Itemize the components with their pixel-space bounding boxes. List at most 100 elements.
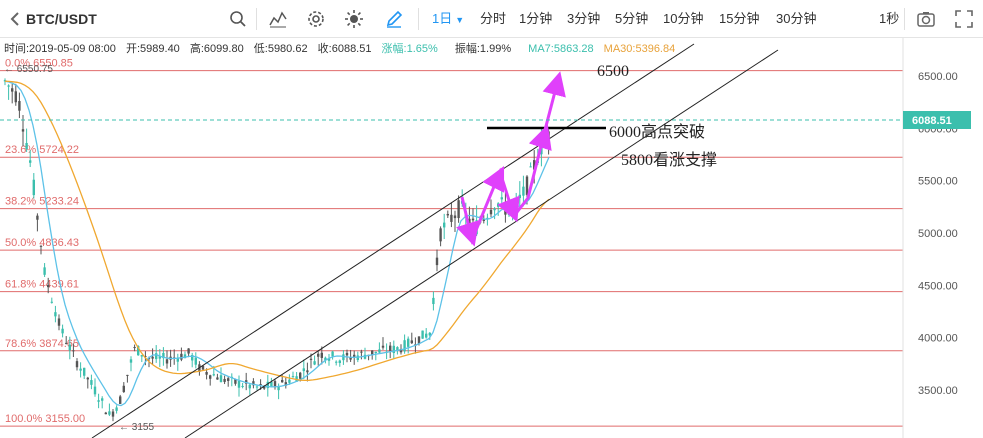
- candle-body[interactable]: [25, 142, 28, 150]
- interval-15m[interactable]: 15分钟: [719, 11, 760, 26]
- candle-body[interactable]: [194, 357, 197, 365]
- candle-body[interactable]: [97, 400, 100, 402]
- candle-body[interactable]: [453, 215, 457, 219]
- candle-body[interactable]: [61, 328, 64, 334]
- candle-body[interactable]: [471, 218, 475, 221]
- candle-body[interactable]: [43, 267, 46, 275]
- candle-body[interactable]: [515, 198, 518, 202]
- candle-body[interactable]: [270, 381, 273, 387]
- interval-tick[interactable]: 分时: [480, 11, 507, 26]
- candle-body[interactable]: [345, 352, 349, 356]
- candle-body[interactable]: [500, 197, 503, 200]
- candle-body[interactable]: [151, 356, 154, 359]
- candle-body[interactable]: [263, 385, 266, 389]
- candle-body[interactable]: [65, 342, 68, 344]
- candle-body[interactable]: [392, 345, 395, 354]
- candle-body[interactable]: [165, 359, 169, 364]
- candle-body[interactable]: [533, 160, 536, 170]
- candle-body[interactable]: [57, 318, 61, 326]
- candle-body[interactable]: [86, 377, 89, 380]
- candle-body[interactable]: [522, 186, 525, 196]
- candle-body[interactable]: [201, 365, 205, 370]
- candle-body[interactable]: [104, 412, 107, 415]
- candle-body[interactable]: [432, 297, 435, 305]
- candle-body[interactable]: [360, 351, 363, 353]
- candle-body[interactable]: [547, 131, 550, 143]
- candle-body[interactable]: [129, 359, 133, 363]
- candle-body[interactable]: [180, 353, 183, 360]
- interval-3m[interactable]: 3分钟: [567, 11, 601, 26]
- candle-body[interactable]: [176, 358, 179, 362]
- candle-body[interactable]: [302, 368, 305, 372]
- candle-body[interactable]: [374, 351, 377, 354]
- candle-body[interactable]: [457, 200, 460, 219]
- candle-body[interactable]: [417, 336, 421, 344]
- fullscreen-icon[interactable]: [954, 9, 974, 29]
- candle-body[interactable]: [241, 385, 244, 387]
- interval-5m[interactable]: 5分钟: [615, 11, 649, 26]
- candle-body[interactable]: [216, 377, 219, 380]
- candle-body[interactable]: [486, 217, 489, 219]
- candle-body[interactable]: [428, 332, 431, 336]
- candle-body[interactable]: [36, 215, 39, 220]
- candle-body[interactable]: [119, 396, 122, 404]
- indicators-icon[interactable]: [268, 9, 288, 29]
- candle-body[interactable]: [219, 375, 223, 383]
- candle-body[interactable]: [252, 381, 255, 386]
- candle-body[interactable]: [421, 330, 424, 339]
- candle-body[interactable]: [212, 374, 215, 376]
- interval-10m[interactable]: 10分钟: [663, 11, 704, 26]
- candle-body[interactable]: [281, 379, 284, 383]
- candle-body[interactable]: [11, 88, 14, 92]
- candle-body[interactable]: [39, 245, 43, 247]
- candle-body[interactable]: [277, 386, 280, 391]
- candle-body[interactable]: [525, 176, 529, 195]
- candle-body[interactable]: [324, 357, 327, 361]
- chevron-left-icon[interactable]: [6, 9, 26, 29]
- channel-line-lower[interactable]: [184, 49, 779, 438]
- candle-body[interactable]: [187, 348, 190, 354]
- channel-line-upper[interactable]: [91, 43, 695, 438]
- candle-body[interactable]: [234, 379, 237, 384]
- candle-body[interactable]: [493, 208, 496, 211]
- candle-body[interactable]: [306, 370, 309, 373]
- candle-body[interactable]: [497, 203, 500, 207]
- price-chart[interactable]: 0.0% 6550.85 23.6% 5724.22 38.2% 5233.24 50…: [0, 38, 983, 438]
- interval-30m[interactable]: 30分钟: [776, 11, 817, 26]
- candle-body[interactable]: [29, 160, 32, 163]
- candle-body[interactable]: [18, 101, 21, 111]
- candle-body[interactable]: [371, 350, 374, 356]
- candle-body[interactable]: [518, 194, 521, 199]
- candle-body[interactable]: [259, 384, 262, 386]
- candle-body[interactable]: [205, 372, 208, 375]
- candle-body[interactable]: [93, 386, 97, 395]
- candle-body[interactable]: [410, 340, 413, 344]
- candle-body[interactable]: [399, 348, 403, 353]
- candle-body[interactable]: [237, 380, 241, 388]
- candle-body[interactable]: [68, 344, 71, 351]
- candle-body[interactable]: [338, 360, 341, 364]
- candle-body[interactable]: [183, 354, 187, 359]
- candle-body[interactable]: [3, 80, 7, 82]
- camera-icon[interactable]: [916, 9, 936, 29]
- candle-body[interactable]: [389, 345, 392, 351]
- candle-body[interactable]: [489, 209, 493, 215]
- candle-body[interactable]: [209, 375, 212, 379]
- candle-body[interactable]: [162, 352, 165, 359]
- candle-body[interactable]: [335, 361, 338, 363]
- candle-body[interactable]: [439, 228, 442, 242]
- candle-body[interactable]: [299, 372, 302, 379]
- candle-body[interactable]: [126, 374, 129, 376]
- candle-body[interactable]: [291, 376, 295, 378]
- candle-body[interactable]: [327, 358, 331, 361]
- candle-body[interactable]: [191, 355, 194, 361]
- settings-icon[interactable]: [306, 9, 326, 29]
- candle-body[interactable]: [396, 347, 399, 351]
- candle-body[interactable]: [7, 85, 10, 87]
- candle-body[interactable]: [529, 166, 532, 168]
- candle-body[interactable]: [122, 385, 125, 392]
- candle-body[interactable]: [273, 381, 277, 388]
- candle-body[interactable]: [284, 382, 287, 386]
- candle-body[interactable]: [288, 379, 291, 383]
- candle-body[interactable]: [14, 91, 17, 103]
